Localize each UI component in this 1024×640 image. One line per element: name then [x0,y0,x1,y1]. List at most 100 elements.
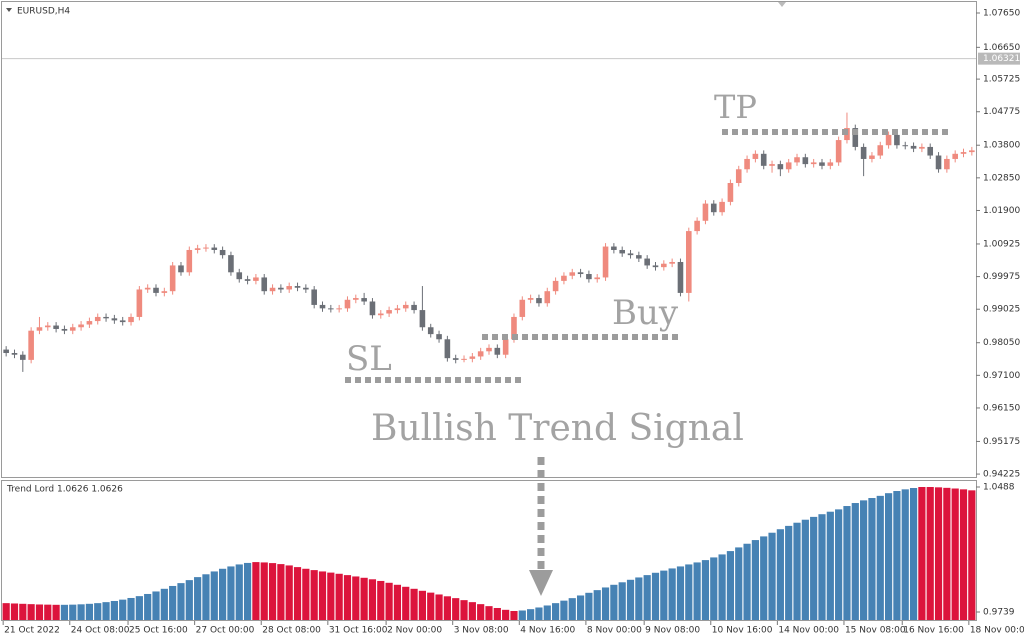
candle-body [636,255,642,259]
histogram-bar [227,566,235,620]
candle-body [261,277,268,292]
histogram-bar [252,562,260,620]
histogram-bar [793,522,801,620]
candle-body [311,289,317,305]
histogram-bar [194,577,202,620]
histogram-bar [568,598,576,620]
histogram-bar [260,562,268,620]
candle-body [353,298,359,300]
candle-body [877,145,884,156]
candle-body [894,134,900,146]
histogram-bar [676,566,685,620]
candle-body [511,316,517,340]
candle-body [186,249,193,273]
candle-body [794,157,800,163]
indicator-panel [1,480,977,621]
y-tick-label: 1.00925 [983,239,1020,249]
y-tick-label: 0.99025 [983,305,1020,315]
histogram-bar [477,604,485,620]
candle-body [253,277,259,281]
histogram-bar [518,610,526,620]
candle-body [611,246,617,250]
candle-body [502,339,509,355]
candle-body [328,308,334,310]
histogram-bar [152,591,160,620]
histogram-bar [485,606,493,620]
candle-body [477,351,484,357]
histogram-bar [818,514,826,620]
histogram-bar [135,596,143,620]
candle-body [777,164,784,170]
histogram-bar [951,488,959,620]
tp-label: TP [714,88,757,126]
candle-body [810,162,817,165]
candle-body [944,158,950,170]
histogram-bar [693,562,701,620]
histogram-bar [843,506,851,620]
histogram-bar [69,604,77,620]
candle-body [369,301,376,316]
histogram-bar [651,572,660,620]
buy-label: Buy [612,293,679,333]
x-tick-label: 27 Oct 00:00 [196,626,255,636]
candle-body [61,328,68,331]
histogram-bar [277,564,285,620]
histogram-bar [510,610,518,620]
y-tick-label: 1.06650 [983,43,1020,53]
candle-body [211,247,218,250]
histogram-bar [418,590,427,620]
candle-body [394,308,401,311]
histogram-bar [27,604,35,620]
histogram-bar [35,604,44,620]
x-tick-label: 3 Nov 08:00 [454,626,509,636]
histogram-bar [868,498,876,620]
candle-body [286,286,293,290]
histogram-bar [735,547,743,620]
signal-label: Bullish Trend Signal [371,408,744,449]
histogram-bar [918,487,926,620]
candle-body [727,183,734,202]
histogram-bar [60,604,69,620]
candle-body [136,289,143,317]
histogram-bar [343,575,352,620]
histogram-bar [726,551,735,620]
histogram-bar [543,605,551,620]
candle-body [344,299,351,309]
histogram-bar [901,489,909,620]
candle-body [819,162,825,166]
histogram-bar [393,584,402,620]
y-tick-label: 0.98050 [983,338,1020,348]
histogram-bar [785,525,793,620]
candle-body [436,334,442,340]
histogram-bar [710,557,718,620]
signal-arrow-head [529,570,553,596]
candle-body [86,321,93,325]
histogram-bar [435,594,443,620]
histogram-bar [202,574,210,620]
candle-body [710,203,717,213]
candle-body [103,316,109,319]
histogram-bar [85,603,94,620]
main-panel [1,1,977,478]
histogram-bar [119,599,127,620]
candle-body [835,140,842,163]
histogram-bar [502,609,510,620]
candle-body [444,339,451,359]
candle-body [69,327,76,331]
candle-body [228,255,234,273]
x-tick-label: 21 Oct 2022 [4,626,60,636]
histogram-bar [268,563,277,620]
histogram-bar [102,602,110,620]
candle-body [694,220,700,232]
histogram-bar [368,579,377,620]
x-tick-label: 24 Oct 08:00 [71,626,130,636]
histogram-bar [909,488,918,620]
y-tick-label: 1.03800 [983,141,1020,151]
histogram-bar [460,600,468,620]
histogram-bar [185,580,193,620]
histogram-bar [610,584,618,620]
histogram-bar [876,495,884,620]
candle-body [169,265,176,292]
x-tick-label: 4 Nov 16:00 [520,626,575,636]
